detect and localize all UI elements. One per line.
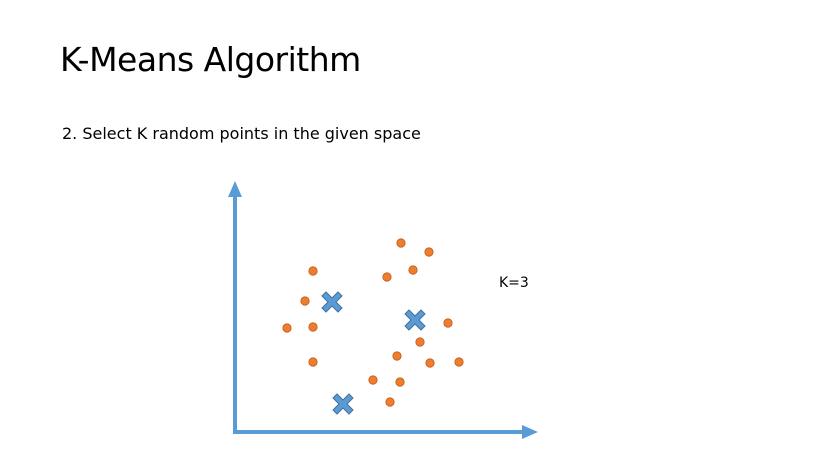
data-point xyxy=(300,296,310,306)
data-point xyxy=(282,323,292,333)
centroid-marker xyxy=(321,291,343,313)
data-point xyxy=(425,358,435,368)
centroid-marker xyxy=(332,393,354,415)
data-point xyxy=(308,322,318,332)
data-point xyxy=(454,357,464,367)
slide-title: K-Means Algorithm xyxy=(60,40,361,79)
y-axis-arrowhead xyxy=(228,181,242,197)
slide-subtitle: 2. Select K random points in the given s… xyxy=(62,124,421,143)
axes xyxy=(228,181,538,439)
data-point xyxy=(368,375,378,385)
data-point xyxy=(382,272,392,282)
data-point xyxy=(385,397,395,407)
centroid-marker xyxy=(404,309,426,331)
data-point xyxy=(308,266,318,276)
data-point xyxy=(415,337,425,347)
centroids xyxy=(321,291,426,415)
k-label: K=3 xyxy=(499,275,529,291)
data-point xyxy=(443,318,453,328)
data-point xyxy=(392,351,402,361)
data-point xyxy=(408,265,418,275)
x-axis-arrowhead xyxy=(522,425,538,439)
data-points xyxy=(282,238,464,407)
data-point xyxy=(424,247,434,257)
data-point xyxy=(396,238,406,248)
data-point xyxy=(395,377,405,387)
data-point xyxy=(308,357,318,367)
